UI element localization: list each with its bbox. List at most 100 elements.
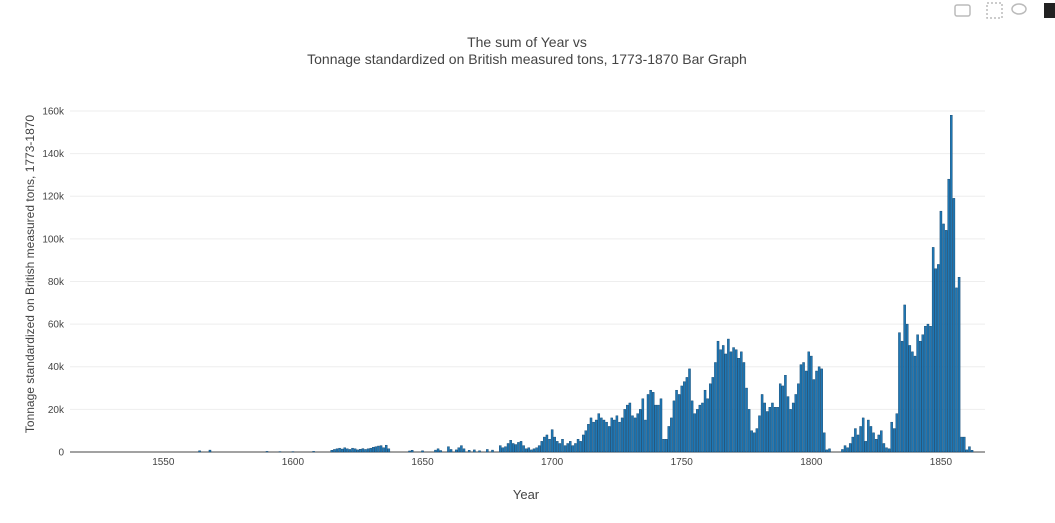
bar [613, 419, 616, 453]
bar [872, 432, 875, 453]
bar [766, 411, 769, 453]
bar [509, 440, 512, 453]
bar [942, 223, 945, 453]
bar [467, 450, 471, 453]
bar [913, 355, 917, 453]
bar [462, 448, 466, 453]
bar [639, 409, 642, 453]
lasso-icon[interactable] [1011, 3, 1027, 15]
bar [384, 444, 388, 453]
bar [864, 441, 868, 453]
select-icon[interactable] [986, 2, 1003, 19]
x-tick-label: 1650 [411, 457, 434, 468]
y-tick-label: 80k [48, 277, 65, 288]
bar [859, 426, 862, 453]
bar [970, 450, 974, 453]
bar [581, 434, 585, 453]
bar [903, 304, 906, 453]
bar [693, 413, 696, 453]
bar [636, 413, 639, 453]
bar [950, 115, 953, 453]
bar [610, 417, 613, 453]
bar [364, 449, 367, 453]
bar [670, 417, 673, 453]
bar [506, 443, 510, 453]
camera-icon[interactable] [954, 4, 971, 17]
bar [887, 448, 891, 453]
bar [359, 449, 362, 453]
bar [439, 450, 442, 453]
bar [786, 396, 790, 453]
bar [556, 441, 559, 453]
bar [592, 421, 595, 453]
bar [543, 436, 546, 453]
x-tick-label: 1700 [541, 457, 564, 468]
bar [895, 413, 899, 453]
bar [447, 446, 450, 453]
bar [667, 426, 671, 453]
bar [615, 415, 619, 453]
bar [696, 409, 699, 453]
x-tick-label: 1800 [800, 457, 823, 468]
bar [716, 340, 720, 453]
bar [457, 447, 461, 453]
bar [848, 443, 852, 453]
bar [846, 447, 849, 453]
bar [514, 444, 518, 453]
bar [330, 450, 334, 453]
y-axis-label: Tonnage standardized on British measured… [23, 115, 37, 434]
bar [737, 358, 740, 453]
bar [566, 443, 569, 453]
bar [579, 441, 582, 453]
bar [501, 447, 505, 453]
bar [841, 449, 844, 453]
bar [618, 421, 621, 453]
bar [659, 398, 663, 453]
bar [828, 448, 831, 453]
bar [924, 326, 927, 453]
bar [773, 407, 777, 453]
chart-title: Tonnage standardized on British measured… [307, 51, 747, 67]
bar [918, 340, 922, 453]
y-tick-label: 60k [48, 320, 65, 331]
bar [571, 445, 575, 453]
y-tick-label: 100k [42, 234, 65, 245]
bar [623, 409, 626, 453]
modebar [954, 2, 1055, 19]
bar [758, 415, 761, 453]
bar [361, 448, 365, 453]
bar [753, 432, 756, 453]
bar [654, 404, 658, 453]
bar [594, 419, 598, 453]
bar [885, 447, 888, 453]
bar [574, 443, 577, 453]
bar [343, 447, 346, 453]
x-axis-label: Year [513, 487, 540, 502]
bar [540, 441, 543, 453]
bar [789, 409, 792, 453]
bar [436, 448, 440, 453]
bar [880, 430, 883, 453]
bar [965, 449, 969, 453]
chart-title: The sum of Year vs [467, 34, 587, 50]
bar [701, 402, 704, 453]
bar [960, 436, 963, 453]
y-tick-label: 40k [48, 362, 65, 373]
bar [921, 334, 925, 453]
bar [732, 347, 735, 453]
logo-icon[interactable] [1044, 3, 1055, 18]
bar [776, 407, 779, 453]
bar [486, 449, 489, 453]
bar [589, 417, 593, 453]
bar [802, 362, 805, 453]
bar [646, 394, 650, 453]
bar [825, 449, 829, 453]
bar [760, 394, 764, 453]
bar [817, 366, 821, 453]
bar [532, 448, 536, 453]
y-tick-label: 140k [42, 149, 65, 160]
bar [740, 351, 743, 453]
bar [939, 210, 943, 453]
bar [929, 326, 932, 453]
